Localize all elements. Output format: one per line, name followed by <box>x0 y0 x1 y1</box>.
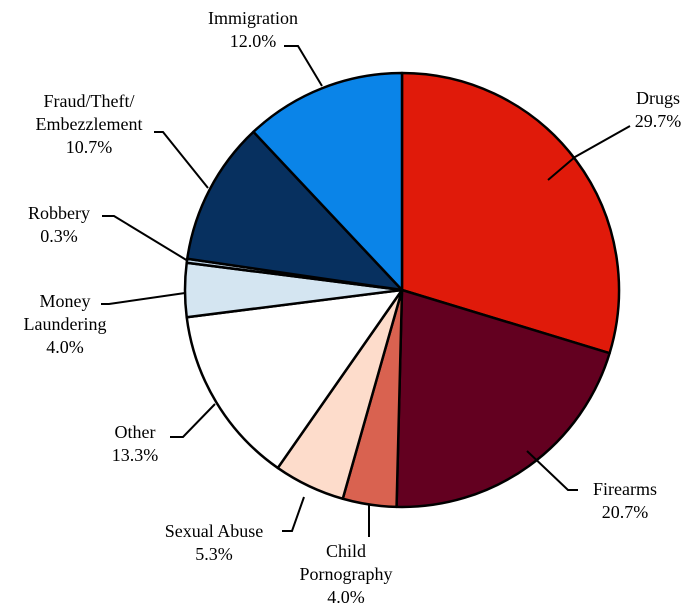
slice-name-text: Laundering <box>24 314 107 334</box>
leader-line-firearms <box>526 450 578 491</box>
slice-percent-text: 4.0% <box>46 337 84 357</box>
leader-lines-layer <box>101 45 631 537</box>
slice-name-text: Pornography <box>300 564 393 584</box>
slice-label-sexual-abuse: Sexual Abuse 5.3% <box>165 521 264 564</box>
pie-slice-firearms <box>395 288 611 509</box>
slice-name-text: Money <box>40 291 91 311</box>
pie-slice-drugs <box>400 71 621 355</box>
slice-name-text: Firearms <box>593 479 657 499</box>
pie-slice-immigration <box>252 71 404 292</box>
slices-layer <box>183 71 621 509</box>
slice-label-firearms: Firearms 20.7% <box>593 479 657 522</box>
slice-label-child-pornography: Child Pornography 4.0% <box>300 541 393 607</box>
slice-name-text: Other <box>115 422 156 442</box>
slice-label-drugs: Drugs 29.7% <box>635 88 682 131</box>
leader-line-other <box>170 403 216 438</box>
leader-line-sexual-abuse <box>282 496 305 532</box>
slice-label-immigration: Immigration 12.0% <box>208 8 298 51</box>
leader-line-drugs <box>547 125 631 181</box>
leader-line-money-laundering <box>101 292 186 305</box>
slice-percent-text: 4.0% <box>327 587 365 607</box>
slice-percent-text: 10.7% <box>66 137 113 157</box>
slice-name-text: Embezzlement <box>36 114 143 134</box>
slice-label-other: Other 13.3% <box>112 422 159 465</box>
slice-percent-text: 20.7% <box>602 502 649 522</box>
labels-layer: Drugs 29.7% Firearms 20.7% Child Pornography 4… <box>24 8 682 607</box>
pie-slice-other <box>185 288 404 470</box>
slice-name-text: Immigration <box>208 8 298 28</box>
slice-label-robbery: Robbery 0.3% <box>28 203 90 246</box>
pie-slice-fraud-theft-embezzlement <box>186 130 404 292</box>
slice-name-text: Fraud/Theft/ <box>44 91 135 111</box>
leader-line-immigration <box>284 45 323 87</box>
slice-name-text: Robbery <box>28 203 90 223</box>
slice-label-fraud-theft-embezzlement: Fraud/Theft/Embezzlement 10.7% <box>36 91 143 157</box>
slice-percent-text: 0.3% <box>40 226 78 246</box>
slice-name-text: Child <box>326 541 366 561</box>
slice-name-text: Sexual Abuse <box>165 521 264 541</box>
slice-percent-text: 12.0% <box>230 31 277 51</box>
slice-percent-text: 5.3% <box>195 544 233 564</box>
leader-line-fraud-theft-embezzlement <box>154 131 209 189</box>
slice-name-text: Drugs <box>636 88 680 108</box>
leader-line-robbery <box>102 215 189 262</box>
slice-percent-text: 29.7% <box>635 111 682 131</box>
slice-percent-text: 13.3% <box>112 445 159 465</box>
slice-label-money-laundering: Money Laundering 4.0% <box>24 291 107 357</box>
